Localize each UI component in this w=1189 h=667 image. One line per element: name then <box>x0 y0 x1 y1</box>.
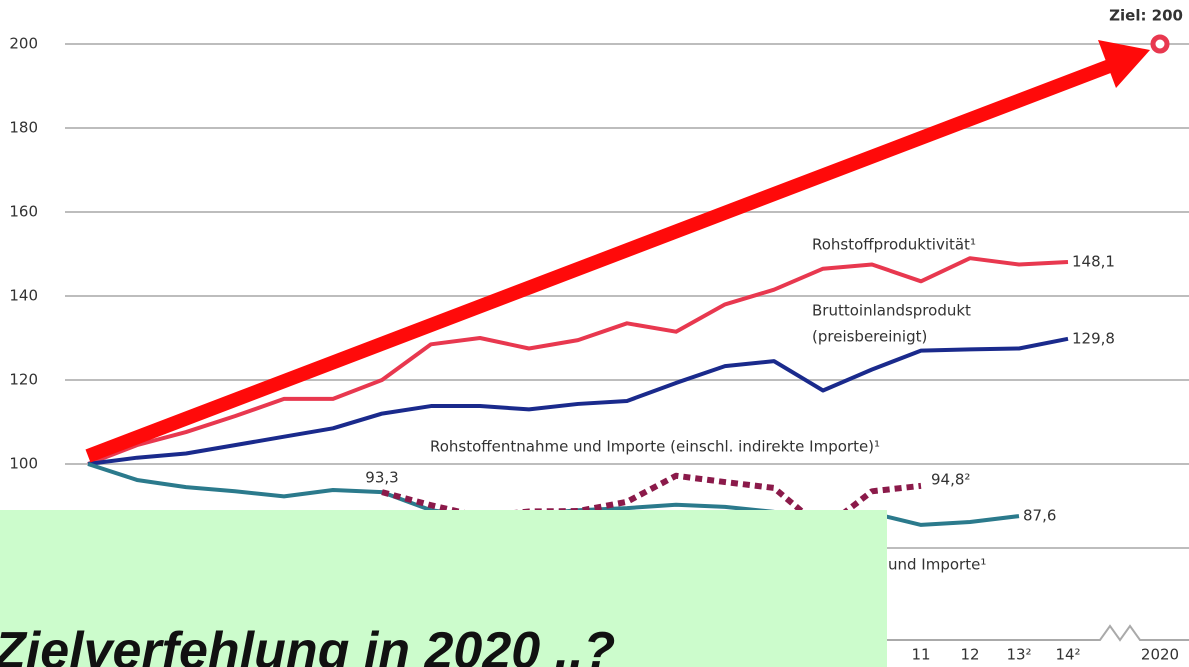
arrow-head <box>1098 40 1150 88</box>
y-tick-label: 140 <box>9 287 38 305</box>
series-line <box>381 472 922 533</box>
target-marker <box>1150 34 1170 54</box>
x-tick-label: 11 <box>911 646 930 664</box>
series-label: Bruttoinlandsprodukt <box>812 302 971 320</box>
x-axis <box>65 624 1189 642</box>
annotation-text: Zielverfehlung in 2020 ..? <box>0 622 615 667</box>
x-tick-label: 2020 <box>1141 646 1179 664</box>
y-tick-label: 120 <box>9 371 38 389</box>
value-label: 129,8 <box>1072 329 1115 347</box>
x-tick-label: 13² <box>1006 646 1031 664</box>
plot: 148,1 129,8 87,6 93,3 94,8² Rohstoffproduktiv… <box>87 7 1183 574</box>
value-label: 148,1 <box>1072 252 1115 270</box>
series-label: (preisbereinigt) <box>812 328 927 346</box>
y-tick-label: 160 <box>9 203 38 221</box>
value-label: 93,3 <box>365 469 398 487</box>
y-tick-label: 180 <box>9 119 38 137</box>
value-label: 94,8² <box>931 470 970 488</box>
series-label: Rohstoffentnahme und Importe (einschl. i… <box>430 438 880 456</box>
x-tick-label: 14² <box>1055 646 1080 664</box>
target-label: Ziel: 200 <box>1109 7 1183 25</box>
series-line <box>87 336 1069 466</box>
y-tick-label: 100 <box>9 455 38 473</box>
annotation-box <box>0 510 887 667</box>
arrow-shaft <box>85 55 1123 463</box>
grid: 8010012014016018020010111213²14²2020 <box>9 35 1189 664</box>
series-label: Rohstoffproduktivität¹ <box>812 236 976 254</box>
x-tick-label: 12 <box>960 646 979 664</box>
value-label: 87,6 <box>1023 507 1056 525</box>
y-tick-label: 200 <box>9 35 38 53</box>
series-label: und Importe¹ <box>888 556 986 574</box>
series-line <box>87 256 1069 466</box>
